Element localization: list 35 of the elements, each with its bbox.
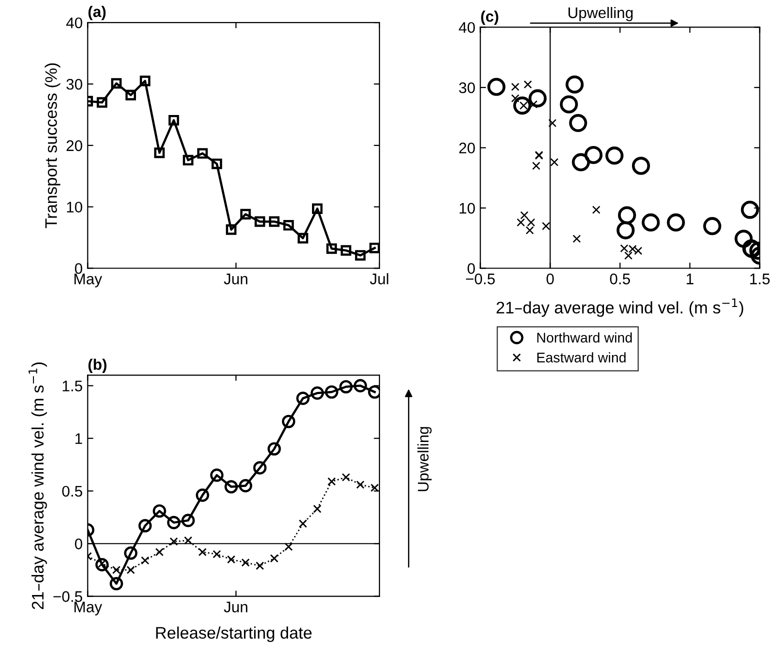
- legend-label: Northward wind: [537, 332, 632, 343]
- x-tick-label: May: [74, 602, 102, 616]
- y-tick-label: 30: [66, 78, 82, 90]
- y-tick-label: 40: [66, 17, 82, 28]
- x-tick-label: May: [74, 274, 102, 288]
- y-tick-label: 0.5: [62, 486, 82, 497]
- y-tick-label: 1.5: [62, 380, 82, 392]
- x-tick-label: 1.5: [750, 274, 770, 284]
- y-tick-label: 0: [468, 263, 475, 274]
- text: Upwelling: [568, 6, 633, 22]
- y-tick-label: 20: [459, 142, 475, 154]
- y-tick-label: 20: [66, 140, 82, 152]
- y-axis-title: 21–day average wind vel. (m s$^{−1}$): [28, 362, 47, 610]
- y-tick-label: 40: [458, 22, 475, 33]
- chart-title: (b): [88, 358, 106, 373]
- chart-title: (a): [88, 6, 106, 20]
- x-axis-title: Release/starting date: [156, 626, 312, 642]
- x-tick-label: Jul: [370, 273, 388, 284]
- x-tick-label: 0: [546, 274, 554, 284]
- x-tick-label: 1: [686, 274, 694, 284]
- x-tick-label: Jun: [224, 602, 248, 612]
- legend-label: Eastward wind: [537, 352, 626, 362]
- y-tick-label: 10: [460, 202, 475, 214]
- x-axis-title: 21–day average wind vel. (m s$^{−1}$): [496, 298, 744, 317]
- y-tick-label: 0: [74, 263, 82, 274]
- chart-title: (c): [481, 10, 498, 25]
- x-tick-label: Jun: [224, 274, 248, 284]
- y-tick-label: 30: [459, 82, 475, 94]
- y-tick-label: 0: [74, 538, 82, 550]
- y-tick-label: −0.5: [53, 591, 82, 602]
- y-tick-label: 10: [67, 202, 82, 213]
- y-axis-title: Transport success (%): [44, 63, 60, 228]
- x-tick-label: 0.5: [610, 274, 630, 284]
- y-tick-label: 1: [75, 433, 82, 444]
- text: Upwelling: [417, 427, 432, 492]
